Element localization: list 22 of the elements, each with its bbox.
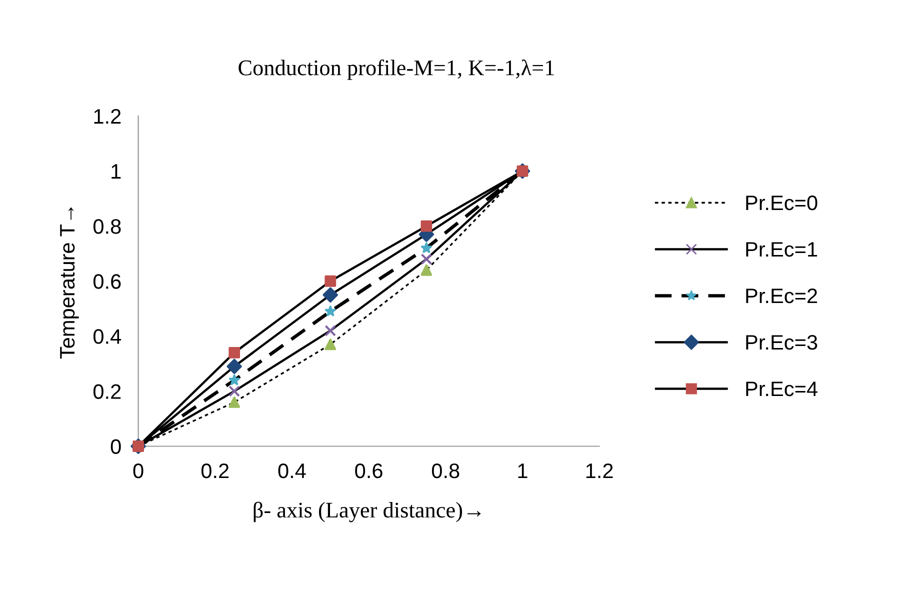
y-tick-label: 0.8 [93, 219, 121, 234]
x-tick-label: 0.4 [278, 463, 306, 478]
y-tick-label: 0 [110, 439, 121, 454]
x-tick-label: 0.2 [201, 463, 229, 478]
legend-label: Pr.Ec=0 [746, 195, 818, 210]
y-axis-title: Temperature T→ [60, 207, 79, 359]
y-tick-label: 0.4 [93, 329, 122, 344]
legend-label: Pr.Ec=2 [746, 288, 818, 304]
y-tick-label: 0.2 [93, 384, 121, 399]
legend-label: Pr.Ec=3 [746, 334, 818, 350]
x-tick-label: 1 [518, 464, 528, 478]
x-tick-label: 1.2 [586, 463, 613, 478]
x-tick-label: 0.6 [355, 463, 382, 478]
y-tick-label: 1 [112, 164, 121, 179]
x-tick-label: 0 [133, 463, 144, 478]
legend-label: Pr.Ec=1 [746, 242, 818, 257]
legend-label: Pr.Ec=4 [746, 382, 818, 396]
x-tick-label: 0.8 [432, 463, 460, 478]
chart-title: Conduction profile-M=1, K=-1,λ=1 [238, 60, 554, 80]
x-axis-title: β- axis (Layer distance)→ [254, 502, 481, 522]
y-tick-label: 0.6 [93, 274, 121, 289]
y-tick-label: 1.2 [94, 109, 121, 124]
